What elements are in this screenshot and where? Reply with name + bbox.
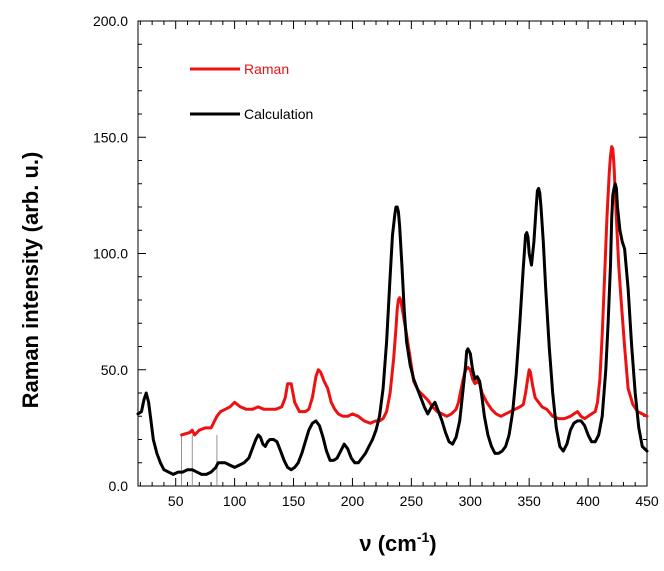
- x-tick-label: 100: [223, 493, 247, 509]
- plot-area: 50 100 150 200 250 300 350 400 450 0.0 50.0 100.0 15…: [93, 13, 659, 509]
- y-tick-label: 0.0: [109, 478, 129, 494]
- series-line-calculation: [136, 182, 649, 476]
- series-line-raman: [180, 145, 649, 437]
- x-tick-label: 400: [576, 493, 600, 509]
- x-tick-label: 300: [459, 493, 483, 509]
- y-tick-label: 50.0: [101, 362, 128, 378]
- x-tick-label: 450: [635, 493, 659, 509]
- y-tick-label: 100.0: [93, 246, 128, 262]
- y-axis-label: Raman intensity (arb. u.): [18, 152, 43, 409]
- legend-label-raman: Raman: [244, 61, 289, 77]
- x-tick-label: 50: [168, 493, 184, 509]
- x-axis-label: ν (cm-1): [359, 529, 436, 556]
- y-tick-label: 150.0: [93, 129, 128, 145]
- x-tick-label: 200: [341, 493, 365, 509]
- legend-label-calculation: Calculation: [244, 106, 313, 122]
- x-tick-label: 250: [400, 493, 424, 509]
- y-tick-label: 200.0: [93, 13, 128, 29]
- x-tick-label: 350: [517, 493, 541, 509]
- x-tick-label: 150: [282, 493, 306, 509]
